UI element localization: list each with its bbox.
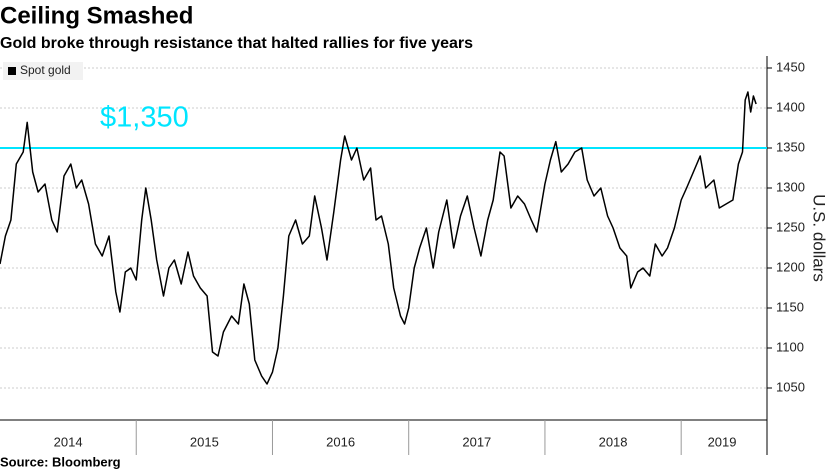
legend-label: Spot gold xyxy=(20,63,71,77)
y-tick-label: 1150 xyxy=(776,299,804,314)
legend-swatch xyxy=(8,67,16,75)
y-axis-label: U.S. dollars xyxy=(810,194,829,282)
reference-label: $1,350 xyxy=(100,102,189,134)
legend-box xyxy=(3,62,83,80)
chart-subtitle: Gold broke through resistance that halte… xyxy=(0,35,473,52)
y-tick-label: 1050 xyxy=(776,379,805,394)
y-tick-label: 1100 xyxy=(776,339,804,354)
price-line xyxy=(0,91,757,385)
x-tick-label: 2016 xyxy=(326,434,355,449)
x-tick-label: 2014 xyxy=(54,434,83,449)
x-tick-label: 2019 xyxy=(708,434,737,449)
y-tick-label: 1450 xyxy=(776,59,805,74)
y-tick-label: 1200 xyxy=(776,259,805,274)
source: Source: Bloomberg xyxy=(0,454,121,469)
chart-title: Ceiling Smashed xyxy=(0,2,193,29)
y-tick-label: 1300 xyxy=(776,179,805,194)
y-tick-label: 1350 xyxy=(776,139,805,154)
x-tick-label: 2018 xyxy=(599,434,628,449)
x-tick-label: 2015 xyxy=(190,434,219,449)
y-tick-label: 1400 xyxy=(776,99,805,114)
y-tick-label: 1250 xyxy=(776,219,805,234)
x-tick-label: 2017 xyxy=(462,434,491,449)
